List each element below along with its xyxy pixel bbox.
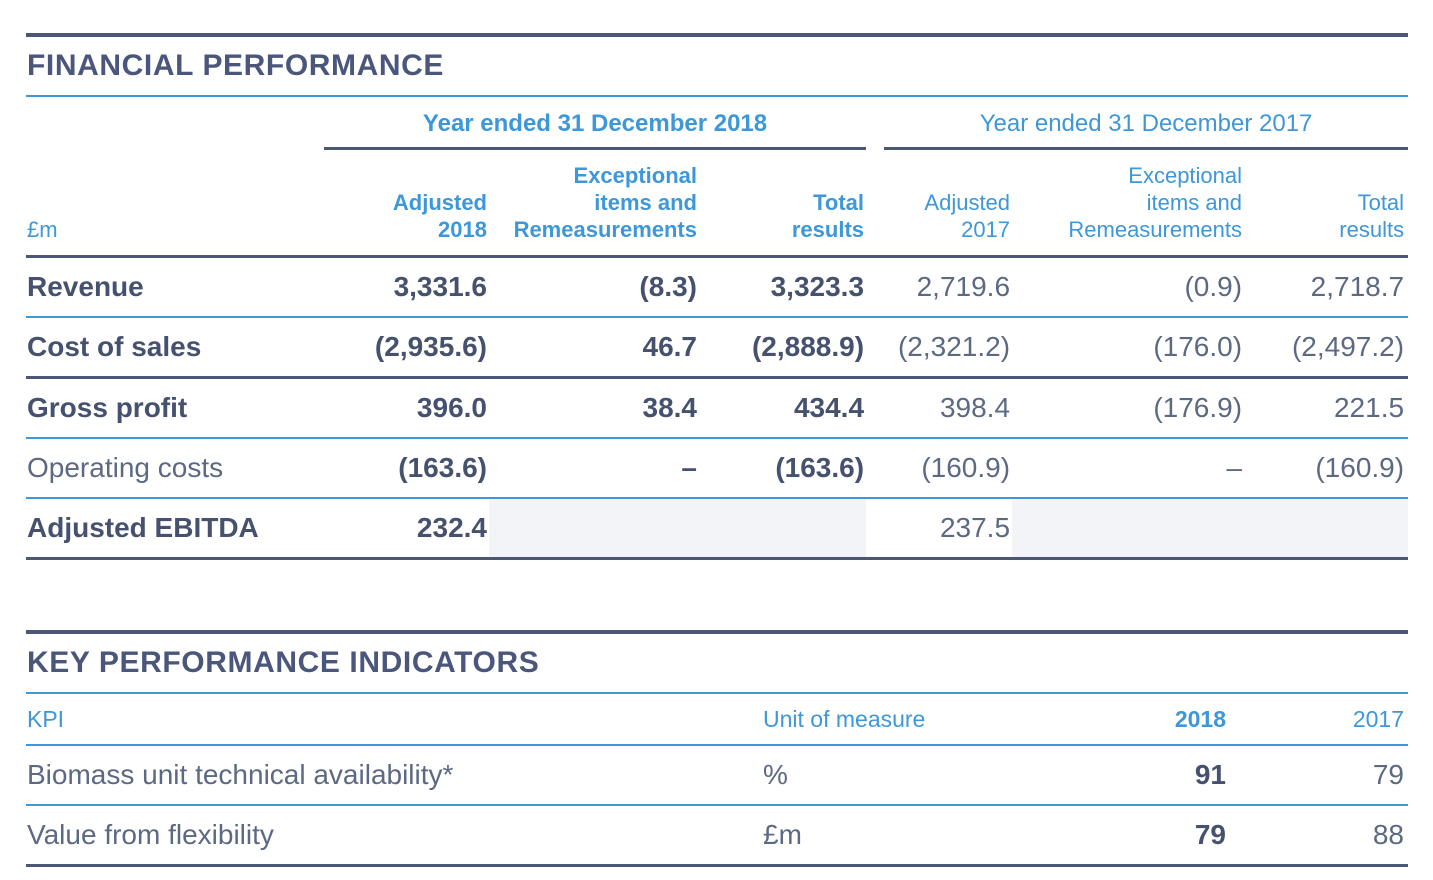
value-cell: (2,497.2) <box>1244 317 1409 379</box>
value-cell: (8.3) <box>489 256 699 318</box>
value-cell: (163.6) <box>699 438 867 499</box>
year-2018-col-header: 2018 <box>1049 694 1230 746</box>
unit-col-header: Unit of measure <box>762 694 1049 746</box>
col-header-total-2017: Total results <box>1244 150 1409 258</box>
top-rule <box>26 33 1408 37</box>
unit-of-currency-header: £m <box>26 150 299 258</box>
kpi-title-underline <box>26 692 1408 694</box>
table-row-operating-costs: Operating costs (163.6) – (163.6) (160.9… <box>26 438 1409 499</box>
value-cell: 232.4 <box>299 498 489 560</box>
kpi-header-row: KPI Unit of measure 2018 2017 <box>26 694 1408 746</box>
kpi-unit: £m <box>762 805 1049 867</box>
kpi-row-value-from-flexibility: Value from flexibility £m 79 88 <box>26 805 1408 867</box>
shaded-empty-cell <box>1244 498 1409 560</box>
row-label: Revenue <box>26 256 299 318</box>
kpi-label: Value from flexibility <box>26 805 762 867</box>
year-2017-col-header: 2017 <box>1230 694 1408 746</box>
value-cell: (2,888.9) <box>699 317 867 379</box>
shaded-empty-cell <box>1012 498 1245 560</box>
col-header-total-2018: Total results <box>699 150 867 258</box>
kpi-table: KPI Unit of measure 2018 2017 Biomass un… <box>26 694 1408 867</box>
table-row-adjusted-ebitda: Adjusted EBITDA 232.4 237.5 <box>26 498 1409 560</box>
table-row-cost-of-sales: Cost of sales (2,935.6) 46.7 (2,888.9) (… <box>26 317 1409 379</box>
year-group-header-row: Year ended 31 December 2018 Year ended 3… <box>26 97 1409 150</box>
financial-performance-section: FINANCIAL PERFORMANCE Year ended 31 Dece… <box>26 33 1409 560</box>
value-cell: 396.0 <box>299 377 489 439</box>
value-cell: – <box>1012 438 1245 499</box>
kpi-value-2017: 88 <box>1230 805 1408 867</box>
col-header-adjusted-2018: Adjusted 2018 <box>299 150 489 258</box>
kpi-label: Biomass unit technical availability* <box>26 745 762 806</box>
col-header-exceptional-2018: Exceptional items and Remeasurements <box>489 150 699 258</box>
value-cell: 237.5 <box>866 498 1013 560</box>
key-performance-indicators-section: KEY PERFORMANCE INDICATORS KPI Unit of m… <box>26 630 1408 867</box>
value-cell: 398.4 <box>866 377 1013 439</box>
kpi-unit: % <box>762 745 1049 806</box>
value-cell: (2,321.2) <box>866 317 1013 379</box>
row-label: Adjusted EBITDA <box>26 498 299 560</box>
kpi-top-rule <box>26 630 1408 634</box>
value-cell: 2,718.7 <box>1244 256 1409 318</box>
value-cell: 221.5 <box>1244 377 1409 439</box>
value-cell: (176.9) <box>1012 377 1245 439</box>
row-label: Operating costs <box>26 438 299 499</box>
value-cell: (0.9) <box>1012 256 1245 318</box>
shaded-empty-cell <box>489 498 699 560</box>
value-cell: (160.9) <box>866 438 1013 499</box>
value-cell: 46.7 <box>489 317 699 379</box>
financial-performance-title: FINANCIAL PERFORMANCE <box>27 49 445 82</box>
kpi-value-2018: 79 <box>1049 805 1230 867</box>
col-header-adjusted-2017: Adjusted 2017 <box>866 150 1013 258</box>
value-cell: (176.0) <box>1012 317 1245 379</box>
financial-title-underline <box>26 95 1408 97</box>
value-cell: 3,323.3 <box>699 256 867 318</box>
kpi-value-2017: 79 <box>1230 745 1408 806</box>
year-group-2017-label: Year ended 31 December 2017 <box>884 97 1409 150</box>
value-cell: 3,331.6 <box>299 256 489 318</box>
value-cell: 38.4 <box>489 377 699 439</box>
table-row-revenue: Revenue 3,331.6 (8.3) 3,323.3 2,719.6 (0… <box>26 256 1409 318</box>
kpi-row-biomass-availability: Biomass unit technical availability* % 9… <box>26 745 1408 806</box>
value-cell: 2,719.6 <box>866 256 1013 318</box>
financial-performance-table: Year ended 31 December 2018 Year ended 3… <box>26 97 1409 560</box>
year-group-2018-label: Year ended 31 December 2018 <box>324 97 867 150</box>
value-cell: – <box>489 438 699 499</box>
value-cell: 434.4 <box>699 377 867 439</box>
column-header-row: £m Adjusted 2018 Exceptional items and R… <box>26 150 1409 258</box>
table-row-gross-profit: Gross profit 396.0 38.4 434.4 398.4 (176… <box>26 377 1409 439</box>
kpi-section-title: KEY PERFORMANCE INDICATORS <box>27 646 540 679</box>
value-cell: (2,935.6) <box>299 317 489 379</box>
shaded-empty-cell <box>699 498 867 560</box>
year-group-2018-cell: Year ended 31 December 2018 <box>299 97 867 150</box>
group-header-spacer <box>26 97 299 150</box>
value-cell: (163.6) <box>299 438 489 499</box>
row-label: Cost of sales <box>26 317 299 379</box>
row-label: Gross profit <box>26 377 299 439</box>
kpi-col-header: KPI <box>26 694 762 746</box>
value-cell: (160.9) <box>1244 438 1409 499</box>
kpi-value-2018: 91 <box>1049 745 1230 806</box>
year-group-2017-cell: Year ended 31 December 2017 <box>866 97 1409 150</box>
col-header-exceptional-2017: Exceptional items and Remeasurements <box>1012 150 1245 258</box>
